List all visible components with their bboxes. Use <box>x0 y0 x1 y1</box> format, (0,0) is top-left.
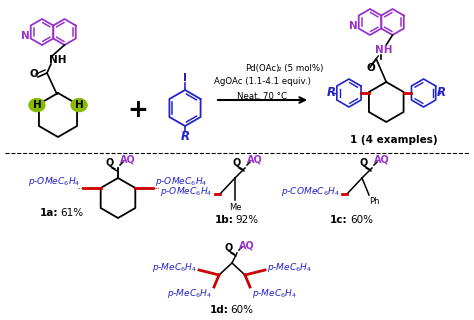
Text: Pd(OAc): Pd(OAc) <box>246 63 280 73</box>
Text: H: H <box>33 100 41 110</box>
Text: 1d:: 1d: <box>210 305 229 315</box>
Text: R: R <box>181 131 190 143</box>
Text: O: O <box>367 63 375 73</box>
Text: $p$-OMeC$_6$H$_4$: $p$-OMeC$_6$H$_4$ <box>155 175 208 188</box>
Text: R: R <box>327 86 336 100</box>
Text: Ph: Ph <box>369 197 379 206</box>
Text: AgOAc (1.1-4.1 equiv.): AgOAc (1.1-4.1 equiv.) <box>214 77 311 86</box>
Text: 60%: 60% <box>230 305 253 315</box>
Text: NH: NH <box>49 55 67 65</box>
Text: R: R <box>437 86 446 100</box>
Text: ₂ (5 mol%): ₂ (5 mol%) <box>279 63 324 73</box>
Text: 61%: 61% <box>60 208 83 218</box>
Text: ...: ... <box>153 184 160 190</box>
Ellipse shape <box>29 99 45 112</box>
Text: $p$-MeC$_6$H$_4$: $p$-MeC$_6$H$_4$ <box>166 286 212 300</box>
Text: O: O <box>225 243 233 253</box>
Text: AQ: AQ <box>247 155 263 165</box>
Text: O: O <box>106 158 114 168</box>
Text: $p$-MeC$_6$H$_4$: $p$-MeC$_6$H$_4$ <box>252 286 297 300</box>
Ellipse shape <box>71 99 87 112</box>
Text: O: O <box>233 158 241 168</box>
Text: 1b:: 1b: <box>215 215 234 225</box>
Text: 60%: 60% <box>350 215 373 225</box>
Text: ...: ... <box>76 184 82 190</box>
Text: I: I <box>183 73 187 83</box>
Text: N: N <box>21 31 30 41</box>
Text: AQ: AQ <box>374 155 390 165</box>
Text: $p$-OMeC$_6$H$_4$: $p$-OMeC$_6$H$_4$ <box>28 175 81 188</box>
Text: $p$-OMeC$_6$H$_4$: $p$-OMeC$_6$H$_4$ <box>161 186 213 198</box>
Text: $p$-MeC$_6$H$_4$: $p$-MeC$_6$H$_4$ <box>267 260 312 274</box>
Text: H: H <box>75 100 83 110</box>
Text: 92%: 92% <box>235 215 258 225</box>
Text: O: O <box>360 158 368 168</box>
Text: 1c:: 1c: <box>330 215 347 225</box>
Text: Neat, 70 °C: Neat, 70 °C <box>237 92 288 100</box>
Text: Me: Me <box>229 203 241 212</box>
Text: NH: NH <box>374 45 392 55</box>
Text: AQ: AQ <box>239 240 255 250</box>
Text: O: O <box>29 69 38 79</box>
Text: 1a:: 1a: <box>40 208 58 218</box>
Text: N: N <box>349 21 358 31</box>
Text: +: + <box>128 98 148 122</box>
Text: $p$-MeC$_6$H$_4$: $p$-MeC$_6$H$_4$ <box>152 260 197 274</box>
Text: 1 (4 examples): 1 (4 examples) <box>350 135 438 145</box>
Text: AQ: AQ <box>120 155 136 165</box>
Text: $p$-COMeC$_6$H$_4$: $p$-COMeC$_6$H$_4$ <box>281 186 340 198</box>
